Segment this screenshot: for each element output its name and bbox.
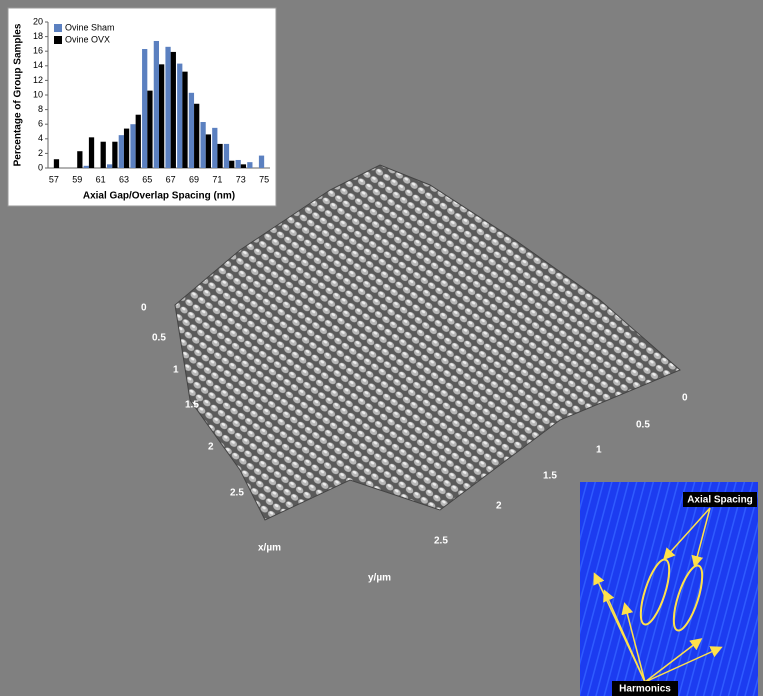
bar — [217, 144, 222, 168]
bar — [189, 93, 194, 168]
y-tick-label: 0 — [38, 162, 43, 172]
x-tick-label: 2 — [208, 442, 214, 453]
x-tick-label: 65 — [142, 174, 152, 184]
x-tick-label: 1 — [173, 365, 179, 376]
figure: x/µm y/µm 024681012141618205759616365676… — [0, 0, 763, 696]
bar — [154, 41, 159, 168]
x-tick-label: 67 — [166, 174, 176, 184]
bar — [89, 137, 94, 168]
x-tick-label: 73 — [236, 174, 246, 184]
bar — [206, 134, 211, 168]
fft-label: Axial Spacing — [687, 495, 753, 506]
y-tick-label: 2 — [38, 148, 43, 158]
fft-label: Harmonics — [619, 684, 671, 695]
y-tick-label: 0 — [682, 393, 688, 404]
x-axis-title: x/µm — [258, 543, 281, 554]
x-tick-label: 71 — [212, 174, 222, 184]
bar — [259, 156, 264, 168]
y-axis-title: y/µm — [368, 573, 391, 584]
legend-swatch — [54, 36, 62, 44]
y-tick-label: 2 — [496, 501, 502, 512]
legend-label: Ovine OVX — [65, 34, 110, 44]
x-tick-label: 0.5 — [152, 333, 166, 344]
y-tick-label: 20 — [33, 16, 43, 26]
x-tick-label: 2.5 — [230, 488, 244, 499]
x-tick-label: 0 — [141, 303, 147, 314]
bar — [241, 164, 246, 168]
bar — [107, 164, 112, 168]
bar — [200, 122, 205, 168]
bar — [194, 104, 199, 168]
bar — [224, 144, 229, 168]
y-tick-label: 2.5 — [434, 536, 448, 547]
y-tick-label: 10 — [33, 89, 43, 99]
bar — [247, 162, 252, 168]
bar — [142, 49, 147, 168]
y-tick-label: 14 — [33, 60, 43, 70]
y-tick-label: 4 — [38, 133, 43, 143]
bar — [84, 166, 89, 168]
bar — [165, 47, 170, 168]
bar — [159, 64, 164, 168]
bar — [212, 128, 217, 168]
bar — [171, 52, 176, 168]
y-tick-label: 12 — [33, 75, 43, 85]
bar — [101, 142, 106, 168]
bar — [130, 124, 135, 168]
y-tick-label: 18 — [33, 31, 43, 41]
y-tick-label: 0.5 — [636, 420, 650, 431]
x-tick-label: 63 — [119, 174, 129, 184]
afm-surface — [175, 165, 680, 520]
x-tick-label: 59 — [72, 174, 82, 184]
x-tick-label: 1.5 — [185, 400, 199, 411]
y-tick-label: 16 — [33, 46, 43, 56]
bar — [229, 161, 234, 168]
bar — [54, 159, 59, 168]
bar — [147, 91, 152, 168]
x-tick-label: 75 — [259, 174, 269, 184]
bar — [77, 151, 82, 168]
legend-swatch — [54, 24, 62, 32]
legend-label: Ovine Sham — [65, 22, 115, 32]
bar — [112, 142, 117, 168]
y-tick-label: 1.5 — [543, 471, 557, 482]
y-tick-label: 8 — [38, 104, 43, 114]
bar — [182, 72, 187, 168]
bar — [136, 115, 141, 168]
y-tick-label: 1 — [596, 445, 602, 456]
x-axis-title: Axial Gap/Overlap Spacing (nm) — [83, 191, 235, 202]
bar — [119, 135, 124, 168]
bar — [177, 64, 182, 168]
x-tick-label: 57 — [49, 174, 59, 184]
fft-panel: Axial Spacing Harmonics — [580, 482, 758, 696]
bar — [124, 129, 129, 168]
y-tick-label: 6 — [38, 119, 43, 129]
y-axis-title: Percentage of Group Samples — [13, 23, 24, 166]
bar — [236, 160, 241, 168]
x-tick-label: 61 — [96, 174, 106, 184]
x-tick-label: 69 — [189, 174, 199, 184]
